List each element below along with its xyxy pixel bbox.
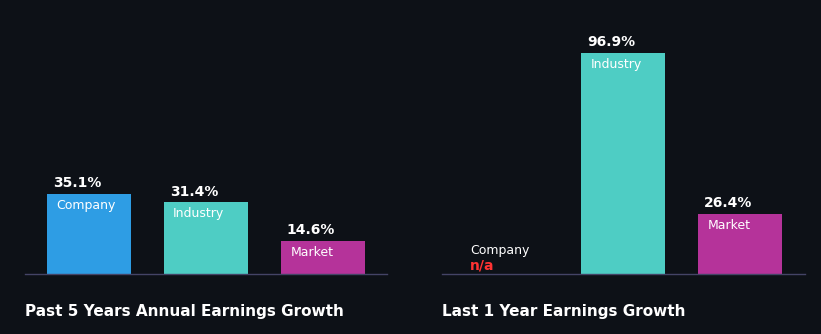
Text: Market: Market bbox=[708, 219, 750, 232]
Bar bbox=[698, 214, 782, 274]
Text: Company: Company bbox=[56, 199, 116, 212]
Text: Company: Company bbox=[470, 244, 530, 257]
Bar bbox=[581, 53, 665, 274]
Text: 31.4%: 31.4% bbox=[170, 185, 218, 199]
Text: Past 5 Years Annual Earnings Growth: Past 5 Years Annual Earnings Growth bbox=[25, 304, 343, 319]
Bar bbox=[281, 240, 365, 274]
Text: 35.1%: 35.1% bbox=[53, 176, 101, 190]
Text: 26.4%: 26.4% bbox=[704, 196, 752, 210]
Text: Market: Market bbox=[291, 245, 333, 259]
Text: 96.9%: 96.9% bbox=[587, 35, 635, 49]
Text: Last 1 Year Earnings Growth: Last 1 Year Earnings Growth bbox=[442, 304, 686, 319]
Text: n/a: n/a bbox=[470, 259, 494, 273]
Bar bbox=[47, 194, 131, 274]
Text: Industry: Industry bbox=[173, 207, 224, 220]
Bar bbox=[164, 202, 248, 274]
Text: 14.6%: 14.6% bbox=[287, 223, 335, 237]
Text: Industry: Industry bbox=[590, 58, 642, 71]
